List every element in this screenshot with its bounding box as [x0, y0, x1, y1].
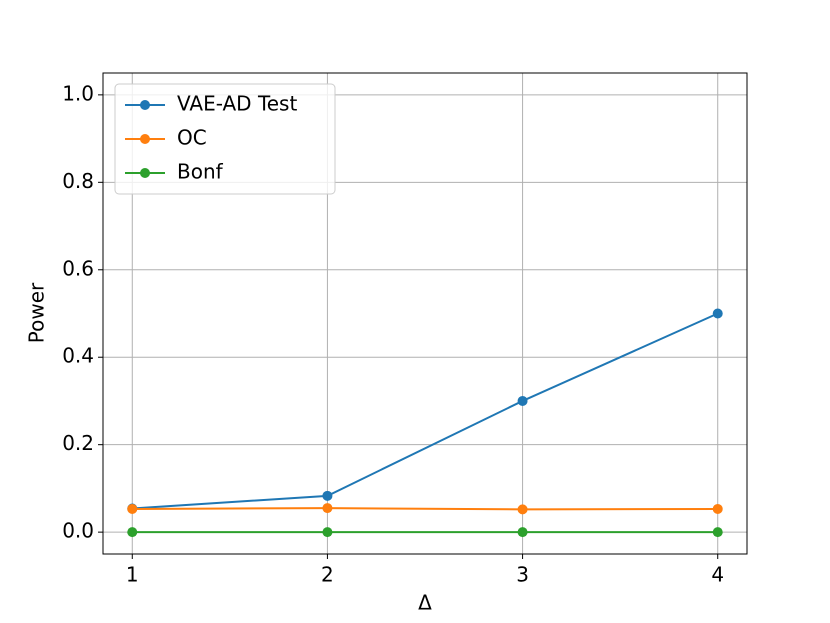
data-point	[712, 527, 723, 538]
x-axis-label: Δ	[418, 591, 432, 615]
y-tick-label: 0.4	[62, 344, 94, 368]
data-point	[322, 490, 333, 501]
x-tick-label: 3	[516, 563, 529, 587]
data-point	[322, 503, 333, 514]
x-tick-label: 4	[711, 563, 724, 587]
y-tick-label: 1.0	[62, 81, 94, 105]
y-tick-label: 0.8	[62, 169, 94, 193]
data-point	[127, 527, 138, 538]
legend-marker	[140, 100, 150, 110]
data-point	[712, 308, 723, 319]
series-line	[132, 507, 718, 511]
series-line	[132, 312, 719, 510]
legend-label: Bonf	[177, 160, 224, 184]
x-tick-label: 1	[126, 563, 139, 587]
data-point	[712, 503, 723, 514]
legend: VAE-AD Test OC Bonf	[114, 83, 336, 195]
legend-label: OC	[177, 126, 207, 150]
data-point	[517, 504, 528, 515]
data-point	[127, 503, 138, 514]
data-point	[517, 527, 528, 538]
x-tick-label: 2	[321, 563, 334, 587]
legend-marker	[140, 168, 150, 178]
y-tick-label: 0.6	[62, 256, 94, 280]
plot-frame	[102, 72, 748, 555]
data-point	[322, 527, 333, 538]
data-point	[517, 395, 528, 406]
y-axis-label: Power	[25, 282, 49, 343]
y-tick-label: 0.0	[62, 519, 94, 543]
legend-box	[114, 83, 336, 195]
legend-label: VAE-AD Test	[177, 92, 297, 116]
legend-marker	[140, 134, 150, 144]
y-tick-label: 0.2	[62, 431, 94, 455]
